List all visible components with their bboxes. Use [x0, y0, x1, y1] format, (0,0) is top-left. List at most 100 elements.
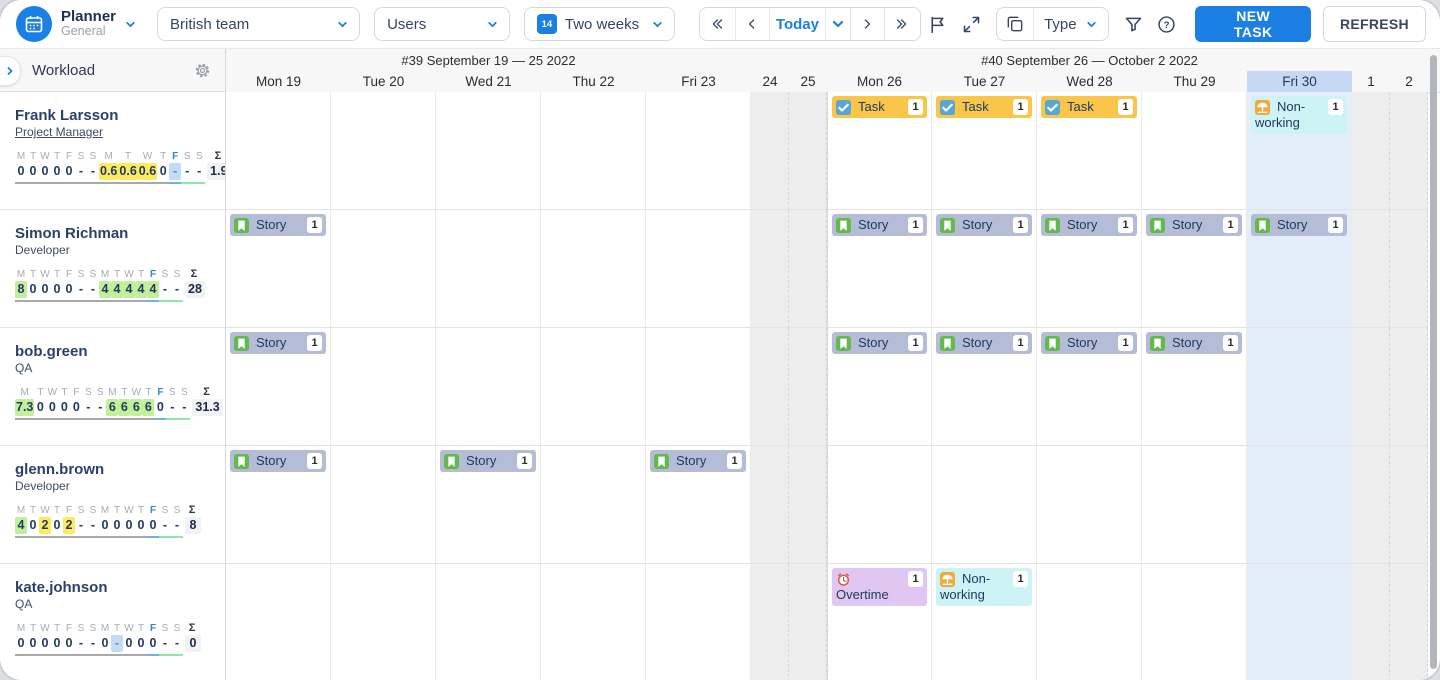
task-chip[interactable]: 1 Task [832, 96, 927, 118]
calendar-cell[interactable] [226, 92, 331, 210]
story-chip[interactable]: 1 Story [936, 214, 1032, 236]
calendar-cell[interactable]: 1 Story [226, 446, 331, 564]
nonworking-chip[interactable]: 1 Non-working [1251, 96, 1347, 134]
calendar-cell[interactable]: 1 Overtime [827, 564, 932, 680]
calendar-cell[interactable] [646, 92, 751, 210]
story-chip[interactable]: 1 Story [1041, 332, 1137, 354]
calendar-cell[interactable]: 1 Story [827, 328, 932, 446]
user-name[interactable]: Frank Larsson [15, 107, 119, 124]
story-chip[interactable]: 1 Story [832, 332, 927, 354]
user-name[interactable]: kate.johnson [15, 579, 108, 596]
calendar-cell[interactable]: 1 Story [932, 210, 1037, 328]
calendar-cell[interactable] [751, 328, 789, 446]
calendar-cell[interactable] [1037, 446, 1142, 564]
calendar-cell[interactable] [331, 210, 436, 328]
calendar-cell[interactable] [436, 328, 541, 446]
calendar-cell[interactable] [541, 446, 646, 564]
calendar-cell[interactable] [1390, 210, 1428, 328]
calendar-cell[interactable] [331, 328, 436, 446]
task-chip[interactable]: 1 Task [936, 96, 1032, 118]
user-name[interactable]: Simon Richman [15, 225, 129, 242]
calendar-cell[interactable] [1352, 328, 1390, 446]
calendar-cell[interactable] [541, 564, 646, 680]
calendar-cell[interactable] [1390, 92, 1428, 210]
calendar-cell[interactable]: 1 Non-working [932, 564, 1037, 680]
calendar-cell[interactable] [331, 92, 436, 210]
today-dropdown-chevron[interactable] [825, 8, 850, 40]
backward-button[interactable] [735, 8, 769, 40]
story-chip[interactable]: 1 Story [1251, 214, 1347, 236]
calendar-cell[interactable] [932, 446, 1037, 564]
calendar-cell[interactable] [436, 210, 541, 328]
calendar-cell[interactable] [789, 210, 827, 328]
calendar-cell[interactable] [541, 328, 646, 446]
forward-button[interactable] [849, 8, 884, 40]
calendar-cell[interactable]: 1 Story [436, 446, 541, 564]
story-chip[interactable]: 1 Story [440, 450, 536, 472]
calendar-cell[interactable] [331, 446, 436, 564]
story-chip[interactable]: 1 Story [230, 214, 326, 236]
users-select[interactable]: Users [374, 7, 510, 41]
calendar-cell[interactable] [1037, 564, 1142, 680]
app-logo-menu[interactable]: Planner General [16, 6, 137, 42]
calendar-cell[interactable] [751, 564, 789, 680]
team-select[interactable]: British team [157, 7, 361, 41]
sidebar-collapse-tab[interactable] [0, 56, 21, 86]
calendar-cell[interactable]: 1 Task [1037, 92, 1142, 210]
fast-backward-button[interactable] [700, 8, 736, 40]
calendar-cell[interactable]: 1 Story [226, 328, 331, 446]
timescale-select[interactable]: 14 Two weeks [523, 7, 675, 41]
calendar-cell[interactable] [436, 564, 541, 680]
flag-icon[interactable] [921, 7, 954, 41]
calendar-cell[interactable] [1247, 446, 1352, 564]
calendar-cell[interactable] [1142, 564, 1247, 680]
calendar-cell[interactable]: 1 Story [1247, 210, 1352, 328]
user-name[interactable]: bob.green [15, 343, 88, 360]
story-chip[interactable]: 1 Story [230, 332, 326, 354]
calendar-cell[interactable]: 1 Story [1037, 210, 1142, 328]
vertical-scrollbar[interactable] [1430, 55, 1437, 669]
calendar-cell[interactable]: 1 Story [646, 446, 751, 564]
calendar-cell[interactable] [1352, 92, 1390, 210]
story-chip[interactable]: 1 Story [230, 450, 326, 472]
calendar-cell[interactable] [646, 210, 751, 328]
calendar-cell[interactable] [789, 564, 827, 680]
refresh-button[interactable]: REFRESH [1322, 6, 1426, 42]
calendar-cell[interactable] [541, 210, 646, 328]
help-icon[interactable]: ? [1150, 7, 1183, 41]
calendar-cell[interactable] [789, 92, 827, 210]
today-button[interactable]: Today [768, 8, 825, 40]
fast-forward-button[interactable] [883, 8, 921, 40]
calendar-cell[interactable]: 1 Task [827, 92, 932, 210]
calendar-cell[interactable] [1247, 564, 1352, 680]
calendar-cell[interactable] [1142, 92, 1247, 210]
calendar-cell[interactable]: 1 Story [226, 210, 331, 328]
story-chip[interactable]: 1 Story [936, 332, 1032, 354]
calendar-cell[interactable] [1352, 210, 1390, 328]
calendar-cell[interactable] [789, 328, 827, 446]
calendar-cell[interactable]: 1 Non-working [1247, 92, 1352, 210]
calendar-cell[interactable]: 1 Story [932, 328, 1037, 446]
calendar-cell[interactable] [751, 92, 789, 210]
calendar-cell[interactable] [1142, 446, 1247, 564]
calendar-cell[interactable] [226, 564, 331, 680]
calendar-cell[interactable] [827, 446, 932, 564]
calendar-cell[interactable]: 1 Story [827, 210, 932, 328]
type-select[interactable]: Type [1034, 8, 1108, 40]
copy-icon[interactable] [997, 8, 1035, 40]
new-task-button[interactable]: NEW TASK [1195, 6, 1311, 42]
calendar-cell[interactable] [436, 92, 541, 210]
calendar-cell[interactable] [751, 210, 789, 328]
calendar-cell[interactable] [751, 446, 789, 564]
calendar-cell[interactable]: 1 Story [1037, 328, 1142, 446]
calendar-cell[interactable]: 1 Story [1142, 328, 1247, 446]
filter-icon[interactable] [1117, 7, 1150, 41]
overtime-chip[interactable]: 1 Overtime [832, 568, 927, 606]
story-chip[interactable]: 1 Story [1041, 214, 1137, 236]
calendar-cell[interactable] [789, 446, 827, 564]
calendar-cell[interactable] [1390, 564, 1428, 680]
story-chip[interactable]: 1 Story [650, 450, 746, 472]
calendar-cell[interactable] [646, 564, 751, 680]
calendar-cell[interactable] [1390, 328, 1428, 446]
story-chip[interactable]: 1 Story [1146, 214, 1242, 236]
